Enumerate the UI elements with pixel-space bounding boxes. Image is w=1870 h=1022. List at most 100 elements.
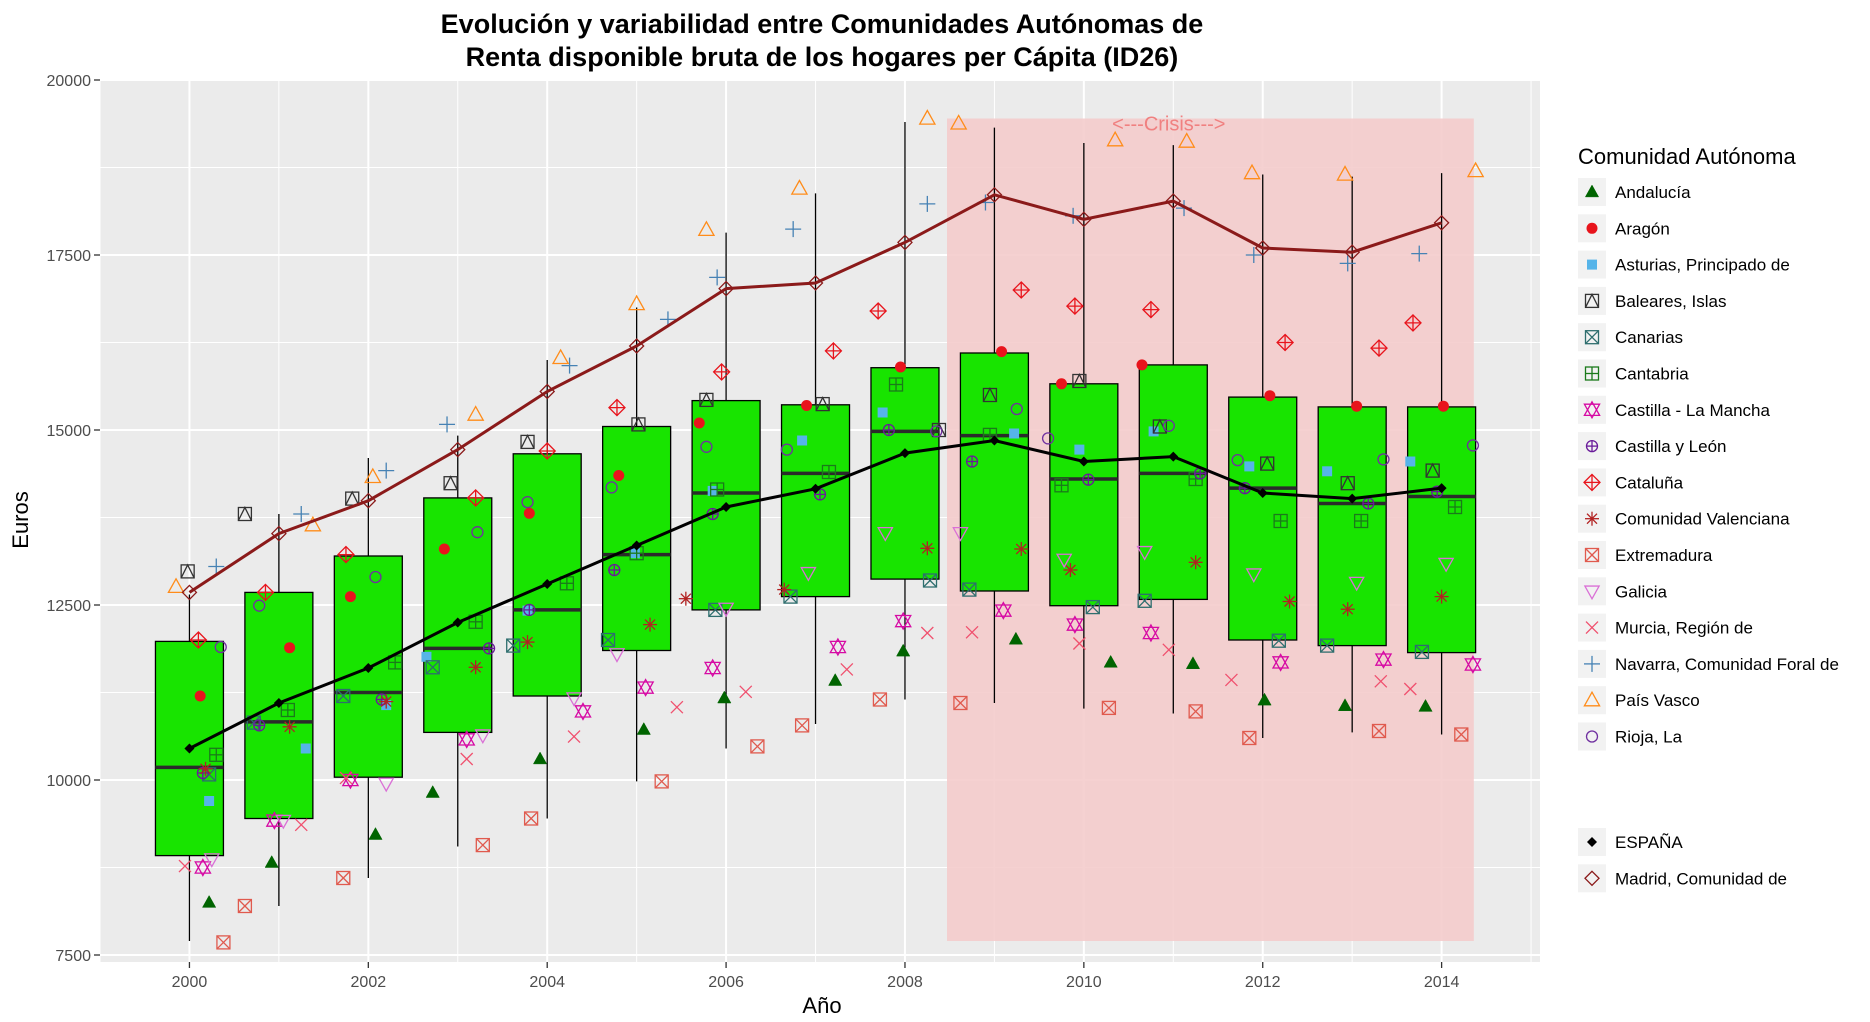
point <box>693 417 705 429</box>
boxplot-2012 <box>1228 174 1298 738</box>
point <box>739 685 753 699</box>
point <box>1178 132 1196 148</box>
legend-swatch <box>1585 621 1599 635</box>
boxplot-2005 <box>602 307 672 782</box>
point <box>1466 439 1480 452</box>
boxplot-2007 <box>780 193 851 724</box>
point <box>443 475 458 491</box>
point <box>790 179 809 195</box>
box <box>1317 406 1387 647</box>
point <box>204 796 215 806</box>
legend-item-madrid-comunidad-de: Madrid, Comunidad de <box>1578 864 1787 893</box>
box <box>1049 383 1119 607</box>
point <box>953 695 968 711</box>
line-point <box>273 698 284 708</box>
point <box>709 269 726 286</box>
point <box>780 443 794 456</box>
point <box>561 357 578 374</box>
point <box>840 662 854 676</box>
point <box>522 605 533 616</box>
point <box>280 702 295 718</box>
legend-swatch <box>1584 655 1600 672</box>
point <box>1245 568 1263 584</box>
point <box>697 220 716 237</box>
point <box>888 377 904 392</box>
legend-key <box>1578 686 1606 715</box>
point <box>920 541 935 556</box>
point <box>1103 654 1118 668</box>
axes: 7500 10000 12500 15000 17500 20000 2000 2002 200… <box>47 73 1460 991</box>
x-tick-label: 2014 <box>1424 974 1460 991</box>
point <box>375 693 388 706</box>
point <box>877 407 888 418</box>
legend-label: Extremadura <box>1615 546 1713 565</box>
point <box>167 577 185 594</box>
point <box>894 611 912 631</box>
legend-item-cantabria: Cantabria <box>1578 359 1689 388</box>
line-point <box>542 579 553 589</box>
point <box>339 771 353 785</box>
legend-swatch <box>1585 439 1599 453</box>
point <box>1340 602 1355 617</box>
point <box>613 470 625 481</box>
point <box>608 648 626 663</box>
legend-swatch <box>1584 292 1600 309</box>
chart-title-line-1: Evolución y variabilidad entre Comunidad… <box>441 9 1204 39</box>
point <box>293 506 310 522</box>
point <box>1082 473 1095 486</box>
point <box>253 599 266 612</box>
point <box>194 858 212 877</box>
point <box>777 582 792 597</box>
point <box>631 416 646 432</box>
line-point <box>1254 240 1271 256</box>
point <box>815 396 830 412</box>
series-baleares-islas <box>180 373 1440 579</box>
legend-label: Andalucía <box>1615 183 1691 202</box>
point <box>1425 462 1440 478</box>
point <box>605 481 618 494</box>
point <box>506 638 521 653</box>
line-point <box>899 448 910 459</box>
point <box>1010 402 1023 416</box>
point <box>379 694 394 709</box>
boxplot-2009 <box>959 127 1030 703</box>
point <box>882 423 896 437</box>
x-tick-label: 2004 <box>529 974 565 991</box>
point <box>643 617 658 632</box>
line-point <box>807 275 824 291</box>
x-tick-label: 2000 <box>172 974 208 991</box>
point <box>208 558 225 575</box>
point <box>523 507 535 519</box>
x-tick-label: 2008 <box>887 974 923 991</box>
legend-key <box>1578 286 1606 315</box>
legend-label: Aragón <box>1615 219 1670 238</box>
point <box>284 642 296 654</box>
point <box>1142 623 1160 643</box>
point <box>869 302 888 320</box>
point <box>1447 499 1463 515</box>
point <box>952 527 969 542</box>
point <box>521 495 534 509</box>
legend-title: Comunidad Autónoma <box>1578 144 1796 169</box>
series-pais-vasco <box>167 109 1485 594</box>
y-tick-label: 10000 <box>47 773 92 790</box>
point <box>364 467 382 484</box>
point <box>1353 513 1369 529</box>
point <box>256 583 275 602</box>
point <box>378 462 395 479</box>
legend-label: Castilla y León <box>1615 437 1727 456</box>
legend-item-castilla-la-mancha: Castilla - La Mancha <box>1578 395 1771 424</box>
point <box>982 387 998 403</box>
point <box>474 729 492 745</box>
point <box>920 626 934 640</box>
box <box>1228 396 1298 641</box>
boxplot-2010 <box>1049 143 1119 709</box>
chart-title-line-2: Renta disponible bruta de los hogares pe… <box>466 42 1179 72</box>
point <box>336 870 351 886</box>
point <box>565 692 583 707</box>
point <box>1434 589 1449 604</box>
legend-item-navarra-comunidad-foral-de: Navarra, Comunidad Foral de <box>1578 649 1839 678</box>
point <box>336 688 351 704</box>
point <box>482 642 496 655</box>
